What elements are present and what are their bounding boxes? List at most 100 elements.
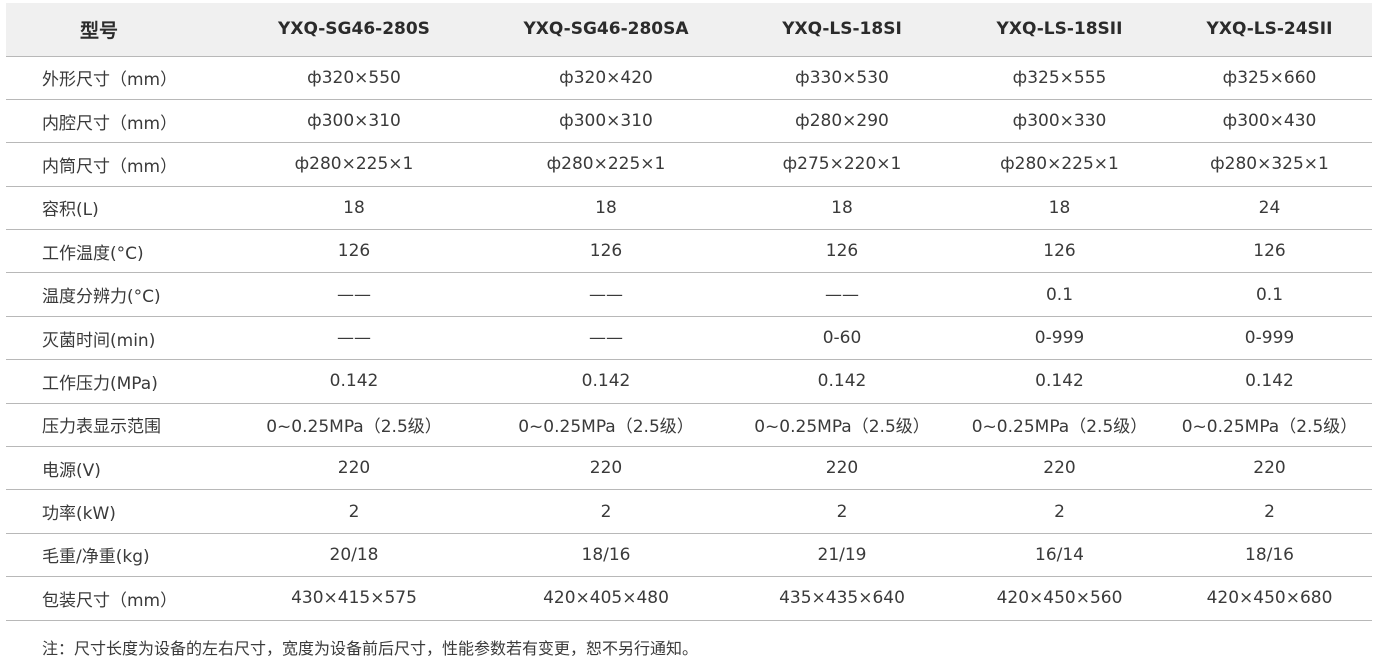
table-cell: 0.142 — [480, 359, 732, 404]
header-cell-yxq-sg46-280s: YXQ-SG46-280S — [228, 3, 480, 57]
table-cell: ф300×430 — [1167, 99, 1372, 144]
table-cell: 0.142 — [1167, 359, 1372, 404]
table-cell: 2 — [732, 489, 952, 534]
table-cell: 0-60 — [732, 316, 952, 361]
table-cell: 2 — [228, 489, 480, 534]
table-row: 灭菌时间(min) —— —— 0-60 0-999 0-999 — [6, 316, 1372, 361]
row-label: 容积(L) — [6, 186, 228, 231]
table-row: 外形尺寸（mm） ф320×550 ф320×420 ф330×530 ф325×555… — [6, 56, 1372, 100]
table-cell: 2 — [952, 489, 1167, 534]
table-cell: 0~0.25MPa（2.5级） — [228, 403, 480, 448]
table-cell: 0~0.25MPa（2.5级） — [1167, 403, 1372, 448]
table-cell: 126 — [1167, 229, 1372, 274]
table-cell: 220 — [1167, 446, 1372, 491]
table-cell: 24 — [1167, 186, 1372, 231]
table-cell: 126 — [480, 229, 732, 274]
row-label: 压力表显示范围 — [6, 403, 228, 448]
footnote: 注：尺寸长度为设备的左右尺寸，宽度为设备前后尺寸，性能参数若有变更，恕不另行通知… — [42, 639, 699, 658]
row-label: 温度分辨力(°C) — [6, 272, 228, 317]
table-cell: —— — [480, 272, 732, 317]
header-cell-yxq-ls-18si: YXQ-LS-18SI — [732, 3, 952, 57]
table-cell: 0~0.25MPa（2.5级） — [732, 403, 952, 448]
row-label: 外形尺寸（mm） — [6, 56, 228, 100]
table-cell: 126 — [732, 229, 952, 274]
table-row: 功率(kW) 2 2 2 2 2 — [6, 489, 1372, 534]
table-cell: ф320×420 — [480, 56, 732, 100]
table-cell: 126 — [952, 229, 1167, 274]
table-cell: 0.1 — [952, 272, 1167, 317]
table-cell: ф300×310 — [228, 99, 480, 144]
table-row: 电源(V) 220 220 220 220 220 — [6, 446, 1372, 491]
row-label: 内筒尺寸（mm） — [6, 142, 228, 187]
spec-table: 型号 YXQ-SG46-280S YXQ-SG46-280SA YXQ-LS-1… — [6, 3, 1372, 621]
table-cell: —— — [228, 316, 480, 361]
table-cell: 18 — [228, 186, 480, 231]
table-cell: 220 — [480, 446, 732, 491]
row-label: 工作温度(°C) — [6, 229, 228, 274]
table-header-row: 型号 YXQ-SG46-280S YXQ-SG46-280SA YXQ-LS-1… — [6, 3, 1372, 57]
table-cell: 16/14 — [952, 533, 1167, 578]
table-cell: 21/19 — [732, 533, 952, 578]
table-cell: 0-999 — [952, 316, 1167, 361]
table-row: 压力表显示范围 0~0.25MPa（2.5级） 0~0.25MPa（2.5级） 0~0… — [6, 403, 1372, 448]
table-cell: 0~0.25MPa（2.5级） — [952, 403, 1167, 448]
table-body: 外形尺寸（mm） ф320×550 ф320×420 ф330×530 ф325×555… — [6, 56, 1372, 621]
table-cell: ф280×225×1 — [228, 142, 480, 187]
table-cell: 0.1 — [1167, 272, 1372, 317]
header-cell-model: 型号 — [6, 3, 228, 57]
row-label: 功率(kW) — [6, 489, 228, 534]
header-cell-yxq-ls-24sii: YXQ-LS-24SII — [1167, 3, 1372, 57]
table-cell: 435×435×640 — [732, 576, 952, 621]
row-label: 工作压力(MPa) — [6, 359, 228, 404]
table-cell: —— — [228, 272, 480, 317]
table-cell: ф325×555 — [952, 56, 1167, 100]
table-cell: 420×405×480 — [480, 576, 732, 621]
table-cell: 0.142 — [732, 359, 952, 404]
table-cell: 420×450×560 — [952, 576, 1167, 621]
header-cell-yxq-sg46-280sa: YXQ-SG46-280SA — [480, 3, 732, 57]
table-cell: ф280×225×1 — [952, 142, 1167, 187]
table-row: 内筒尺寸（mm） ф280×225×1 ф280×225×1 ф275×220×1 ф2… — [6, 142, 1372, 187]
row-label: 内腔尺寸（mm） — [6, 99, 228, 144]
table-cell: 0.142 — [952, 359, 1167, 404]
table-row: 包装尺寸（mm） 430×415×575 420×405×480 435×435×64… — [6, 576, 1372, 621]
table-cell: 18/16 — [480, 533, 732, 578]
table-cell: —— — [732, 272, 952, 317]
table-row: 工作压力(MPa) 0.142 0.142 0.142 0.142 0.142 — [6, 359, 1372, 404]
table-cell: 2 — [480, 489, 732, 534]
table-cell: ф300×330 — [952, 99, 1167, 144]
table-row: 温度分辨力(°C) —— —— —— 0.1 0.1 — [6, 272, 1372, 317]
table-cell: ф280×225×1 — [480, 142, 732, 187]
table-cell: ф275×220×1 — [732, 142, 952, 187]
table-cell: ф325×660 — [1167, 56, 1372, 100]
table-cell: ф280×290 — [732, 99, 952, 144]
table-cell: 0.142 — [228, 359, 480, 404]
table-row: 工作温度(°C) 126 126 126 126 126 — [6, 229, 1372, 274]
table-row: 内腔尺寸（mm） ф300×310 ф300×310 ф280×290 ф300×330… — [6, 99, 1372, 144]
row-label: 电源(V) — [6, 446, 228, 491]
table-row: 毛重/净重(kg) 20/18 18/16 21/19 16/14 18/16 — [6, 533, 1372, 578]
table-cell: 220 — [952, 446, 1167, 491]
table-cell: ф320×550 — [228, 56, 480, 100]
table-cell: ф300×310 — [480, 99, 732, 144]
row-label: 包装尺寸（mm） — [6, 576, 228, 621]
table-row: 容积(L) 18 18 18 18 24 — [6, 186, 1372, 231]
table-cell: 420×450×680 — [1167, 576, 1372, 621]
table-cell: 126 — [228, 229, 480, 274]
table-cell: —— — [480, 316, 732, 361]
table-cell: 18/16 — [1167, 533, 1372, 578]
table-cell: 0-999 — [1167, 316, 1372, 361]
row-label: 灭菌时间(min) — [6, 316, 228, 361]
table-cell: ф330×530 — [732, 56, 952, 100]
table-cell: 18 — [732, 186, 952, 231]
row-label: 毛重/净重(kg) — [6, 533, 228, 578]
table-cell: 0~0.25MPa（2.5级） — [480, 403, 732, 448]
table-cell: 18 — [480, 186, 732, 231]
table-cell: 2 — [1167, 489, 1372, 534]
table-cell: 20/18 — [228, 533, 480, 578]
table-cell: 430×415×575 — [228, 576, 480, 621]
table-cell: ф280×325×1 — [1167, 142, 1372, 187]
table-cell: 220 — [228, 446, 480, 491]
header-cell-yxq-ls-18sii: YXQ-LS-18SII — [952, 3, 1167, 57]
table-cell: 18 — [952, 186, 1167, 231]
